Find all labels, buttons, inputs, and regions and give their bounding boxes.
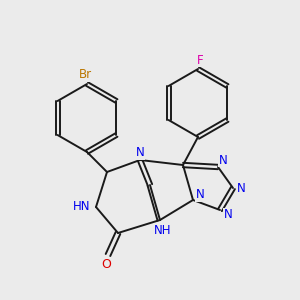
Text: N: N: [136, 146, 144, 160]
Text: N: N: [196, 188, 204, 202]
Text: N: N: [237, 182, 245, 194]
Text: O: O: [101, 257, 111, 271]
Text: N: N: [224, 208, 232, 221]
Text: N: N: [219, 154, 227, 166]
Text: F: F: [197, 53, 203, 67]
Text: HN: HN: [73, 200, 90, 214]
Text: Br: Br: [78, 68, 92, 82]
Text: NH: NH: [154, 224, 172, 238]
